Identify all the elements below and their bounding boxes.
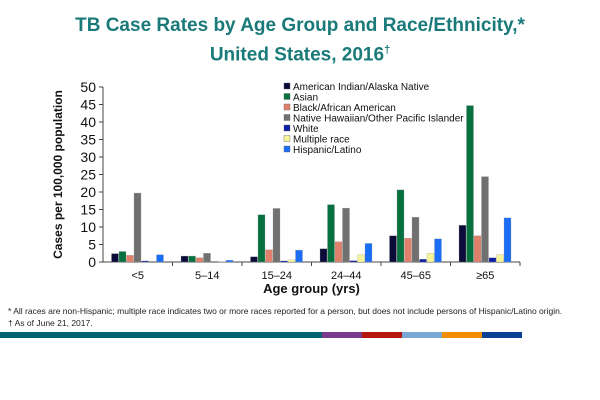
footer-segment	[322, 332, 362, 338]
title-line-2: United States, 2016	[209, 44, 385, 66]
bar-hispanic-latino	[364, 243, 373, 263]
title-line-1: TB Case Rates by Age Group and Race/Ethn…	[75, 15, 525, 36]
footer-segment	[482, 332, 522, 338]
bar-black-african-american	[265, 249, 273, 263]
x-tick-label: 24–44	[331, 270, 362, 282]
x-tick-label: <5	[131, 270, 144, 282]
y-tick-label: 35	[80, 132, 96, 148]
y-tick-label: 5	[88, 237, 96, 253]
legend-label: White	[293, 124, 319, 135]
x-tick-label: 5–14	[195, 270, 219, 282]
footer-segment	[442, 332, 482, 338]
bar-multiple-race	[496, 254, 504, 263]
bar-native-hawaiian-other-pacific-islander	[342, 207, 350, 263]
bar-american-indian-alaska-native	[319, 248, 328, 263]
y-tick-label: 25	[80, 167, 96, 183]
bar-multiple-race	[287, 259, 296, 263]
x-tick-label: 45–65	[400, 270, 431, 282]
bar-asian	[327, 204, 335, 263]
bar-white	[488, 257, 497, 263]
x-axis-label: Age group (yrs)	[263, 281, 360, 296]
bar-black-african-american	[473, 235, 482, 263]
bar-black-african-american	[334, 241, 343, 263]
y-tick-label: 30	[80, 149, 96, 165]
footnote-1: * All races are non-Hispanic; multiple r…	[8, 306, 563, 316]
bar-native-hawaiian-other-pacific-islander	[133, 192, 142, 263]
legend-label: Multiple race	[293, 135, 350, 146]
bar-hispanic-latino	[225, 260, 234, 263]
footer-segment	[362, 332, 402, 338]
footer-segment	[0, 332, 322, 338]
bar-asian	[396, 189, 405, 263]
bar-black-african-american	[126, 255, 134, 263]
bar-white	[141, 260, 149, 263]
chart-title: TB Case Rates by Age Group and Race/Ethn…	[0, 14, 600, 67]
bar-american-indian-alaska-native	[250, 256, 258, 263]
y-tick-label: 15	[80, 202, 96, 218]
legend-label: American Indian/Alaska Native	[293, 82, 430, 93]
bar-hispanic-latino	[434, 238, 442, 263]
bar-multiple-race	[426, 253, 435, 263]
x-tick-label: ≥65	[476, 270, 494, 282]
bar-american-indian-alaska-native	[180, 255, 189, 263]
title-footnote-mark: †	[384, 44, 391, 56]
bar-native-hawaiian-other-pacific-islander	[411, 217, 420, 263]
y-tick-label: 0	[88, 254, 96, 270]
legend-swatch	[283, 103, 291, 111]
x-tick-label: 15–24	[261, 270, 292, 282]
bar-asian	[188, 255, 196, 263]
y-tick-label: 10	[80, 219, 96, 235]
bar-hispanic-latino	[295, 249, 303, 263]
bar-american-indian-alaska-native	[458, 225, 467, 263]
legend-swatch	[283, 135, 291, 142]
legend-swatch	[283, 93, 291, 100]
y-axis-label: Cases per 100,000 population	[51, 90, 65, 259]
legend-label: Black/African American	[293, 103, 396, 114]
bar-black-african-american	[195, 257, 204, 263]
bar-hispanic-latino	[503, 217, 512, 263]
y-tick-label: 20	[80, 184, 96, 200]
bar-multiple-race	[357, 254, 365, 263]
legend-swatch	[283, 145, 291, 153]
legend-label: Asian	[293, 93, 318, 104]
bar-american-indian-alaska-native	[111, 253, 119, 263]
y-tick-label: 40	[80, 114, 96, 130]
bar-white	[419, 259, 427, 263]
footer-color-bar	[0, 332, 522, 338]
bar-white	[280, 260, 288, 263]
bar-black-african-american	[404, 238, 412, 263]
legend-swatch	[283, 82, 291, 90]
bar-american-indian-alaska-native	[389, 235, 397, 263]
bar-native-hawaiian-other-pacific-islander	[203, 253, 211, 263]
footer-segment	[402, 332, 442, 338]
legend-swatch	[283, 124, 291, 132]
bar-asian	[466, 105, 474, 263]
legend-label: Hispanic/Latino	[293, 145, 362, 156]
bar-asian	[118, 251, 127, 263]
y-tick-label: 45	[80, 97, 96, 113]
bar-native-hawaiian-other-pacific-islander	[481, 176, 489, 263]
bar-white	[349, 260, 358, 263]
y-tick-label: 50	[80, 79, 96, 95]
legend-label: Native Hawaiian/Other Pacific Islander	[293, 114, 464, 125]
bar-native-hawaiian-other-pacific-islander	[272, 208, 281, 263]
bar-hispanic-latino	[156, 254, 164, 263]
bar-asian	[257, 214, 266, 263]
legend-swatch	[283, 114, 291, 121]
footnote-2: † As of June 21, 2017.	[8, 318, 93, 328]
